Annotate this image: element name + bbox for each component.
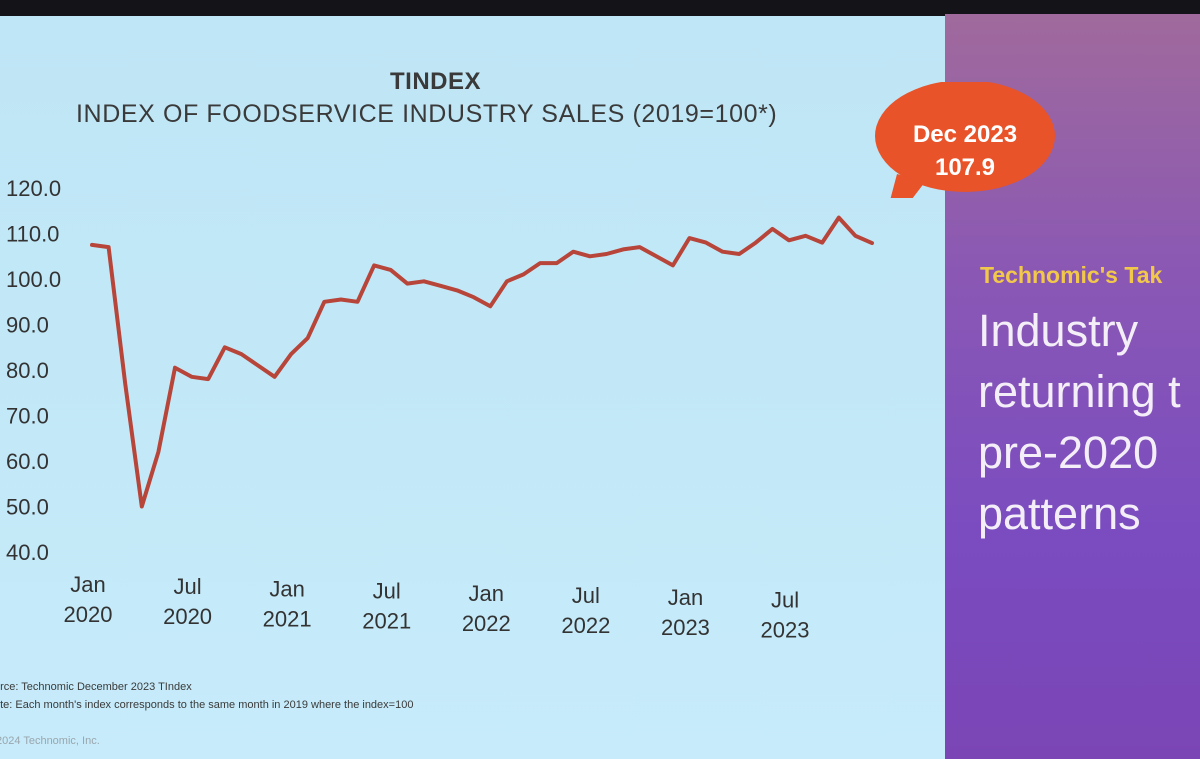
- series-layer: [90, 215, 874, 509]
- headline-line: returning t: [978, 366, 1181, 417]
- headline-line: Industry: [978, 305, 1139, 356]
- y-tick-label: 50.0: [6, 495, 49, 520]
- y-tick-label: 90.0: [6, 313, 49, 338]
- x-tick-label: Jul: [771, 587, 799, 612]
- takeaway-label: Technomic's Tak: [980, 262, 1163, 288]
- y-tick-label: 120.0: [6, 176, 61, 201]
- headline-line: pre-2020: [978, 427, 1159, 478]
- x-tick-label: Jan: [269, 576, 304, 601]
- y-tick-label: 60.0: [6, 449, 49, 474]
- x-tick-label: 2021: [263, 606, 312, 631]
- x-tick-label: Jan: [70, 572, 105, 597]
- callout-value: 107.9: [934, 154, 996, 181]
- line-chart: 120.0110.0100.090.080.070.060.050.040.0 …: [6, 176, 874, 642]
- chart-title: TINDEX: [390, 68, 482, 95]
- chart-panel: [0, 16, 952, 759]
- x-tick-label: 2020: [163, 604, 212, 629]
- x-tick-label: Jul: [174, 574, 202, 599]
- series-line: [90, 215, 874, 509]
- copyright: 2024 Technomic, Inc.: [0, 735, 100, 747]
- y-tick-label: 80.0: [6, 358, 49, 383]
- y-axis-ticks: 120.0 110.0 100.0 90.0 80.0 70.0 60.0 50.0 40.0: [6, 176, 61, 565]
- x-tick-label: 2020: [64, 602, 113, 627]
- takeaway-headline: Industry returning t pre-2020 patterns: [978, 300, 1181, 544]
- chart-subtitle: INDEX OF FOODSERVICE INDUSTRY SALES (201…: [76, 100, 778, 128]
- callout-date: Dec 2023: [912, 121, 1018, 148]
- callout-bubble: [875, 82, 1055, 198]
- top-border: [0, 0, 1200, 16]
- x-tick-label: Jan: [469, 581, 504, 606]
- x-tick-label: 2021: [362, 609, 411, 634]
- x-tick-label: 2022: [462, 611, 511, 636]
- x-tick-label: Jul: [572, 583, 600, 608]
- x-tick-label: 2022: [561, 613, 610, 638]
- y-tick-label: 70.0: [6, 404, 49, 429]
- y-tick-label: 40.0: [6, 540, 49, 565]
- y-tick-label: 110.0: [6, 222, 59, 247]
- source-note: urce: Technomic December 2023 TIndex: [0, 681, 192, 693]
- x-tick-label: 2023: [661, 615, 710, 640]
- x-tick-label: Jan: [668, 585, 703, 610]
- x-tick-label: Jul: [373, 579, 401, 604]
- x-tick-label: 2023: [761, 617, 810, 642]
- x-axis-ticks: Jan 2020 Jul 2020 Jan 2021 Jul 2021 Jan 2022 Jul 20…: [64, 572, 810, 642]
- callout-text: Dec 2023 107.9: [875, 118, 1055, 184]
- footnote: ote: Each month's index corresponds to t…: [0, 699, 414, 711]
- headline-line: patterns: [978, 488, 1141, 539]
- y-tick-label: 100.0: [6, 267, 61, 292]
